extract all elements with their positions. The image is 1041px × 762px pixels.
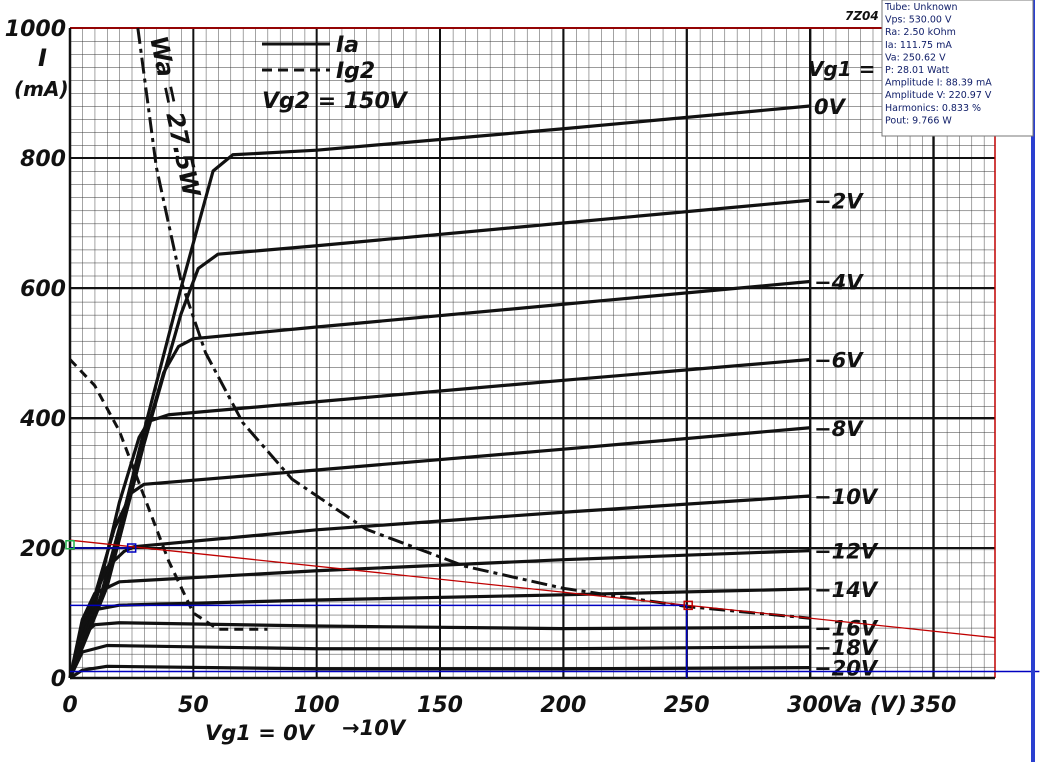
info-line: Ra: 2.50 kOhm xyxy=(885,27,956,38)
marker xyxy=(65,540,75,550)
annotation: Vg1 = 0V xyxy=(205,721,316,745)
info-line: Tube: Unknown xyxy=(884,2,958,13)
curve-label: −8V xyxy=(814,417,864,441)
anode-current-curve xyxy=(68,621,811,679)
info-line: Amplitude I: 88.39 mA xyxy=(885,78,992,89)
x-tick-label: 250 xyxy=(664,693,710,718)
anode-current-curve xyxy=(68,279,811,679)
code: 7Z04 xyxy=(845,9,879,23)
x-tick-label: 0 xyxy=(62,693,77,718)
scrollbar xyxy=(1031,0,1035,762)
annotation: Vg1 = xyxy=(808,57,875,81)
x-tick-label: 300 xyxy=(787,693,833,718)
marker xyxy=(126,543,137,553)
curve-label: −10V xyxy=(814,485,879,509)
curve-label: −2V xyxy=(814,189,864,213)
legend-label: Ig2 xyxy=(336,59,375,84)
y-tick-label: 200 xyxy=(20,537,66,562)
info-line: Ia: 111.75 mA xyxy=(885,40,952,51)
anode-current-curve xyxy=(68,549,811,679)
info-line: Harmonics: 0.833 % xyxy=(885,103,981,114)
annotation: →10V xyxy=(342,716,407,740)
y-label: I xyxy=(38,44,47,72)
y-unit: (mA) xyxy=(14,77,69,101)
curve-label: −14V xyxy=(814,578,879,602)
anode-current-curve xyxy=(68,198,811,679)
info-line: P: 28.01 Watt xyxy=(885,65,949,76)
annotation: Vg2 = 150V xyxy=(262,89,409,114)
y-tick-label: 1000 xyxy=(5,17,66,42)
curve-label: −20V xyxy=(814,657,879,681)
curve-label: −12V xyxy=(814,540,879,564)
y-tick-label: 600 xyxy=(20,277,66,302)
info-box xyxy=(881,0,1034,137)
x-tick-label: 350 xyxy=(910,693,956,718)
anode-current-curve xyxy=(68,643,811,679)
load-line xyxy=(69,539,996,639)
curve-label: −6V xyxy=(814,349,864,373)
info-line: Pout: 9.766 W xyxy=(885,115,952,126)
info-panel: Tube: Unknown Vps: 530.00 VRa: 2.50 kOhm I… xyxy=(881,0,1034,137)
curve-label: 0V xyxy=(814,95,847,119)
curve-label: −18V xyxy=(814,636,879,660)
y-tick-label: 0 xyxy=(51,667,66,692)
anode-current-curve xyxy=(68,494,811,679)
marker xyxy=(683,600,693,611)
y-tick-label: 800 xyxy=(20,147,66,172)
graph-paper xyxy=(70,28,995,678)
y-tick-label: 400 xyxy=(19,407,66,432)
x-tick-label: 200 xyxy=(540,693,586,718)
legend-label: Ia xyxy=(336,33,359,58)
power-curve xyxy=(136,27,811,620)
info-line: Vps: 530.00 V xyxy=(885,15,952,26)
curve-label: −4V xyxy=(814,271,864,295)
x-tick-label: 100 xyxy=(294,693,340,718)
x-tick-label: 150 xyxy=(417,693,463,718)
x-tick-label: 50 xyxy=(178,693,209,718)
info-line: Amplitude V: 220.97 V xyxy=(885,90,992,101)
screen-current-curve xyxy=(68,358,268,631)
plot: 0 200 400 600 800 1000 0 50 100 150 200 250 300 350 0V… xyxy=(5,17,1040,718)
info-line: Va: 250.62 V xyxy=(885,52,946,63)
x-label: Va (V) xyxy=(832,693,907,718)
